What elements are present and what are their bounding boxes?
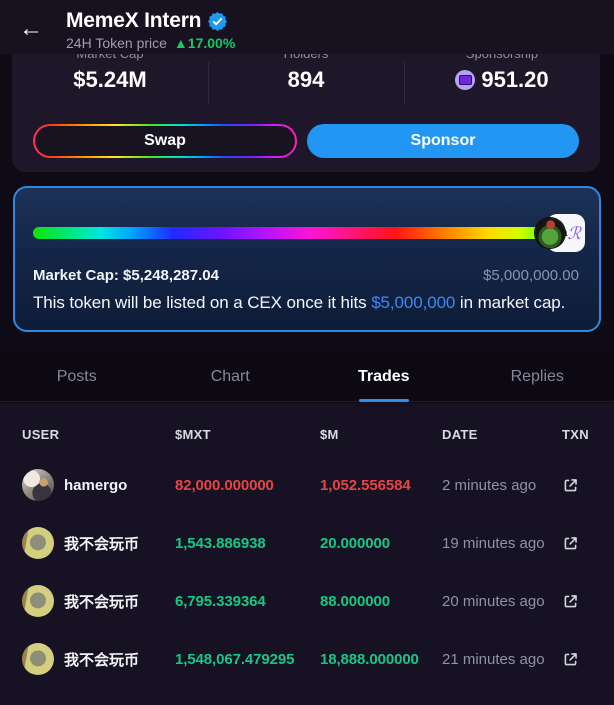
txn-link[interactable] xyxy=(562,477,592,494)
stat-value: 951.20 xyxy=(404,66,600,94)
txn-link[interactable] xyxy=(562,593,592,610)
trade-m-amount: 1,052.556584 xyxy=(320,476,411,494)
txn-link[interactable] xyxy=(562,535,592,552)
tab-bar: Posts Chart Trades Replies xyxy=(0,352,614,402)
username: 我不会玩币 xyxy=(64,651,140,669)
col-mxt: $MXT xyxy=(175,427,211,442)
title-block: MemeX Intern 24H Token price ▲17.00% xyxy=(66,9,235,51)
user-avatar xyxy=(22,469,54,501)
trade-date: 2 minutes ago xyxy=(442,476,537,494)
sponsor-button[interactable]: Sponsor xyxy=(307,124,579,158)
cex-listing-message: This token will be listed on a CEX once … xyxy=(33,293,585,313)
username: hamergo xyxy=(64,476,128,494)
trade-user[interactable]: hamergo xyxy=(22,469,175,501)
table-header: USER $MXT $M DATE TXN xyxy=(0,427,614,442)
progress-bar-track: la ℛ xyxy=(33,214,585,252)
trade-user[interactable]: 我不会玩币 xyxy=(22,643,175,675)
trade-mxt-amount: 6,795.339364 xyxy=(175,592,266,610)
external-link-icon xyxy=(564,652,577,665)
trade-mxt-amount: 1,543.886938 xyxy=(175,534,266,552)
stat-value: $5.24M xyxy=(73,67,147,92)
tab-posts[interactable]: Posts xyxy=(56,367,97,385)
tab-chart[interactable]: Chart xyxy=(210,367,250,385)
price-change-badge: ▲17.00% xyxy=(173,35,236,51)
message-suffix: in market cap. xyxy=(455,293,566,312)
trade-date: 20 minutes ago xyxy=(442,592,545,610)
username: 我不会玩币 xyxy=(64,535,140,553)
page-title: MemeX Intern xyxy=(66,9,202,32)
market-cap-row: Market Cap: $5,248,287.04 $5,000,000.00 xyxy=(33,267,579,284)
trade-date: 19 minutes ago xyxy=(442,534,545,552)
external-link-icon xyxy=(564,478,577,491)
verified-icon xyxy=(208,11,228,31)
message-highlight: $5,000,000 xyxy=(371,293,456,312)
token-avatar xyxy=(535,218,565,248)
app-header: ← MemeX Intern 24H Token price ▲17.00% xyxy=(0,0,614,54)
swap-button-label: Swap xyxy=(35,126,295,156)
message-prefix: This token will be listed on a CEX once … xyxy=(33,293,372,312)
col-user: USER xyxy=(22,427,60,442)
trades-section: USER $MXT $M DATE TXN hamergo 82,000.000… xyxy=(0,403,614,705)
user-avatar xyxy=(22,527,54,559)
col-date: DATE xyxy=(442,427,478,442)
username: 我不会玩币 xyxy=(64,593,140,611)
table-row: hamergo 82,000.000000 1,052.556584 2 min… xyxy=(0,456,614,514)
external-link-icon xyxy=(564,536,577,549)
back-button[interactable]: ← xyxy=(14,12,48,46)
tab-replies[interactable]: Replies xyxy=(510,367,564,385)
trade-mxt-amount: 82,000.000000 xyxy=(175,476,274,494)
user-avatar xyxy=(22,643,54,675)
stat-value: 894 xyxy=(287,67,325,92)
trade-mxt-amount: 1,548,067.479295 xyxy=(175,650,295,668)
tab-trades[interactable]: Trades xyxy=(307,352,461,401)
actions-row: Swap Sponsor xyxy=(33,124,579,158)
external-link-icon xyxy=(564,594,577,607)
sponsorship-amount: 951.20 xyxy=(481,67,549,92)
token-price-label: 24H Token price xyxy=(66,35,167,51)
trade-date: 21 minutes ago xyxy=(442,650,545,668)
user-avatar xyxy=(22,585,54,617)
txn-link[interactable] xyxy=(562,651,592,668)
col-m: $M xyxy=(320,427,339,442)
trade-m-amount: 20.000000 xyxy=(320,534,391,552)
table-body: hamergo 82,000.000000 1,052.556584 2 min… xyxy=(0,456,614,688)
table-row: 我不会玩币 1,548,067.479295 18,888.000000 21 … xyxy=(0,630,614,688)
target-market-cap: $5,000,000.00 xyxy=(483,267,579,284)
trade-user[interactable]: 我不会玩币 xyxy=(22,585,175,617)
back-arrow-icon: ← xyxy=(19,15,43,42)
milestone-logo-icon: ℛ xyxy=(567,223,581,243)
sponsor-coin-icon xyxy=(455,70,476,90)
cex-progress-card: la ℛ Market Cap: $5,248,287.04 $5,000,00… xyxy=(13,186,601,332)
table-row: 我不会玩币 6,795.339364 88.000000 20 minutes … xyxy=(0,572,614,630)
col-txn: TXN xyxy=(562,427,589,442)
trade-m-amount: 18,888.000000 xyxy=(320,650,419,668)
stats-panel: Market Cap $5.24M Holders 894 Sponsorshi… xyxy=(12,42,600,172)
trade-m-amount: 88.000000 xyxy=(320,592,391,610)
trade-user[interactable]: 我不会玩币 xyxy=(22,527,175,559)
swap-button[interactable]: Swap xyxy=(33,124,297,158)
table-row: 我不会玩币 1,543.886938 20.000000 19 minutes … xyxy=(0,514,614,572)
rainbow-progress-bar xyxy=(33,227,551,239)
current-market-cap: Market Cap: $5,248,287.04 xyxy=(33,267,219,284)
